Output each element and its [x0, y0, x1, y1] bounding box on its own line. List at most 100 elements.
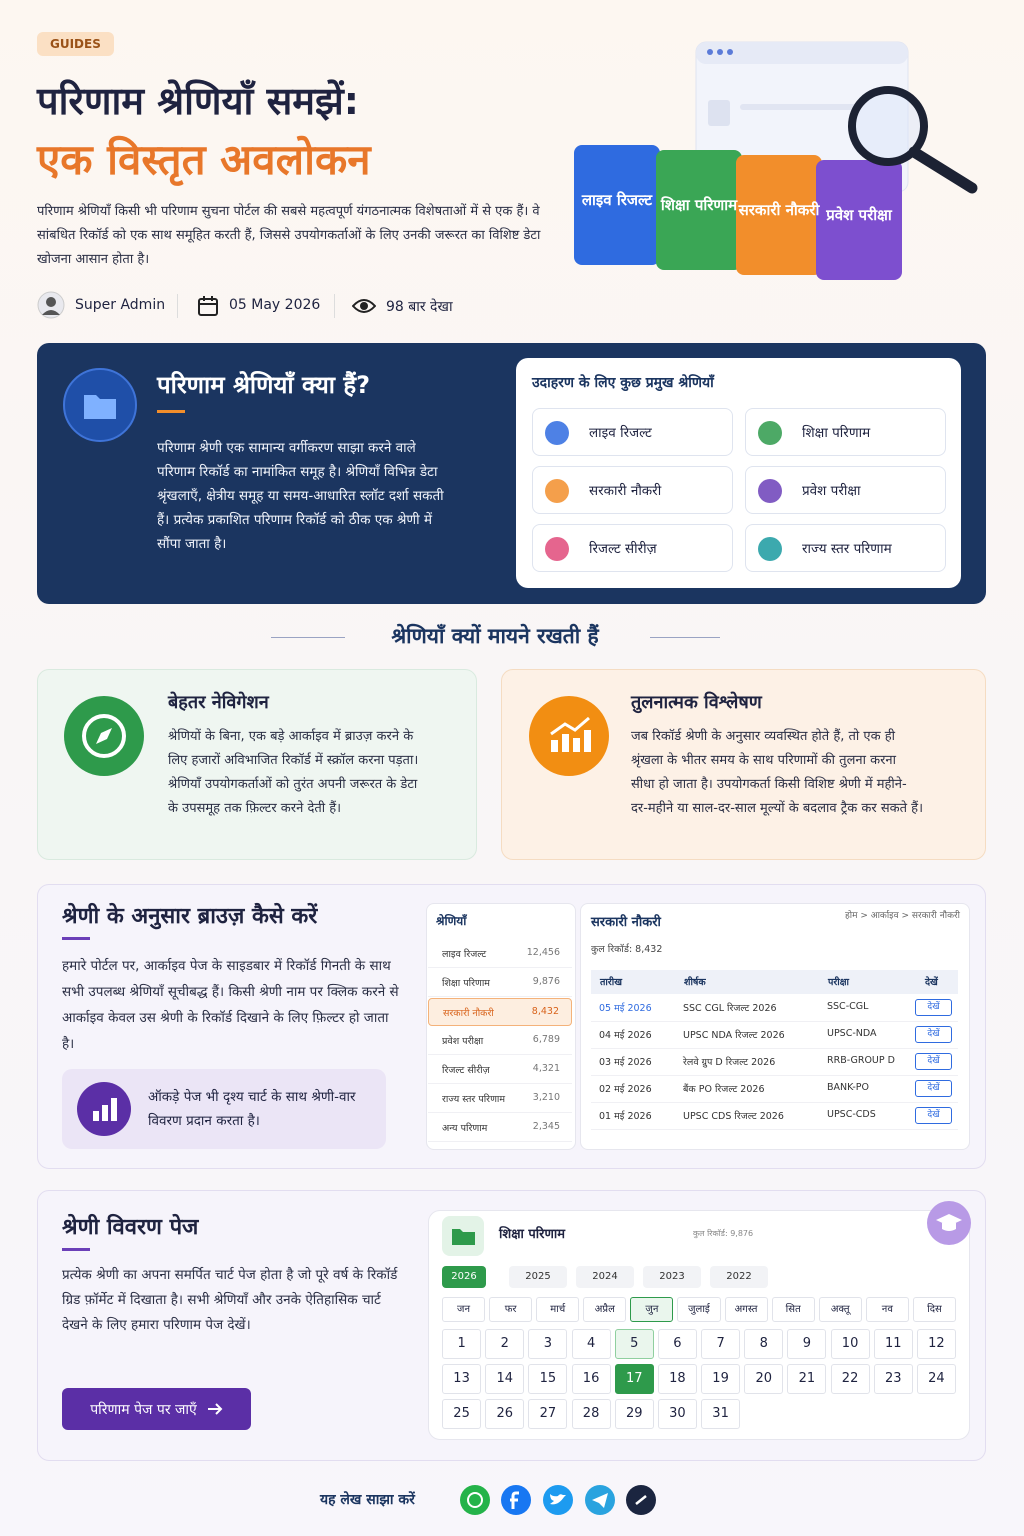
- author: Super Admin: [75, 297, 166, 313]
- month-tab[interactable]: अगस्त: [724, 1297, 768, 1322]
- day-cell[interactable]: 28: [571, 1399, 611, 1429]
- year-tab[interactable]: 2025: [509, 1266, 567, 1288]
- day-cell[interactable]: 31: [701, 1399, 741, 1429]
- day-cell[interactable]: 21: [787, 1364, 827, 1394]
- section-title: परिणाम श्रेणियाँ क्या हैं?: [157, 371, 370, 399]
- day-cell[interactable]: 18: [657, 1364, 697, 1394]
- cell: 01 मई 2026: [599, 1111, 652, 1122]
- month-tab[interactable]: जन: [442, 1297, 486, 1322]
- month-tab[interactable]: जुलाई: [677, 1297, 721, 1322]
- underline: [62, 937, 90, 940]
- sidebar-item[interactable]: रिजल्ट सीरीज़ 4,321: [428, 1056, 572, 1084]
- card-body: जब रिकॉर्ड श्रेणी के अनुसार व्यवस्थित हो…: [631, 729, 923, 816]
- example-chip[interactable]: प्रवेश परीक्षा: [745, 466, 946, 514]
- day-cell[interactable]: 13: [442, 1364, 482, 1394]
- day-cell[interactable]: 14: [485, 1364, 525, 1394]
- cta-button[interactable]: परिणाम पेज पर जाएँ: [62, 1388, 251, 1430]
- example-icon: [758, 537, 782, 561]
- row-divider: [591, 1075, 958, 1076]
- breadcrumb: होम > आर्काइव > सरकारी नौकरी: [844, 911, 960, 921]
- hero-illustration: [574, 41, 978, 280]
- sidebar-item[interactable]: अन्य परिणाम 2,345: [428, 1114, 572, 1142]
- month-tab[interactable]: नव: [865, 1297, 909, 1322]
- section-body: हमारे पोर्टल पर, आर्काइव पेज के साइडबार …: [62, 958, 399, 1052]
- example-icon: [758, 479, 782, 503]
- cell: SSC CGL रिजल्ट 2026: [683, 1003, 777, 1014]
- example-icon: [758, 421, 782, 445]
- example-chip[interactable]: रिजल्ट सीरीज़: [532, 524, 733, 572]
- compass-icon: [64, 696, 144, 776]
- day-cell[interactable]: 10: [830, 1329, 870, 1359]
- sidebar-name: अन्य परिणाम: [442, 1123, 488, 1134]
- folder-icon: [442, 1216, 484, 1256]
- note: ऑकड़े पेज भी दृश्य चार्ट के साथ श्रेणी-व…: [148, 1089, 356, 1129]
- month-tab[interactable]: दिस: [912, 1297, 956, 1322]
- day-cell[interactable]: 12: [916, 1329, 956, 1359]
- day-cell[interactable]: 2: [485, 1329, 525, 1359]
- day-cell[interactable]: 22: [830, 1364, 870, 1394]
- month-tab[interactable]: मार्च: [536, 1297, 580, 1322]
- year-tab[interactable]: 2024: [576, 1266, 634, 1288]
- view-button[interactable]: देखें: [915, 999, 952, 1016]
- sidebar-count: 9,876: [532, 976, 560, 987]
- day-cell[interactable]: 30: [657, 1399, 697, 1429]
- sidebar: [426, 903, 576, 1150]
- day-cell[interactable]: 7: [701, 1329, 741, 1359]
- day-cell[interactable]: 17: [614, 1364, 654, 1394]
- sidebar-name: सरकारी नौकरी: [443, 1008, 494, 1019]
- day-cell[interactable]: 26: [485, 1399, 525, 1429]
- sidebar-item[interactable]: शिक्षा परिणाम 9,876: [428, 969, 572, 997]
- day-cell[interactable]: 23: [873, 1364, 913, 1394]
- day-cell[interactable]: 20: [744, 1364, 784, 1394]
- cell: 03 मई 2026: [599, 1057, 652, 1068]
- month-tab[interactable]: अप्रैल: [583, 1297, 627, 1322]
- sidebar-item[interactable]: राज्य स्तर परिणाम 3,210: [428, 1085, 572, 1113]
- sidebar-item[interactable]: लाइव रिजल्ट 12,456: [428, 940, 572, 968]
- calendar-icon: [198, 296, 218, 316]
- month-tab[interactable]: फर: [489, 1297, 533, 1322]
- underline: [62, 1248, 90, 1251]
- eye-icon: [352, 299, 376, 313]
- day-cell[interactable]: 15: [528, 1364, 568, 1394]
- view-button[interactable]: देखें: [915, 1107, 952, 1124]
- year-tab[interactable]: 2026: [442, 1266, 486, 1288]
- row-divider: [591, 1129, 958, 1130]
- month-tab[interactable]: जुन: [630, 1297, 674, 1322]
- day-cell[interactable]: 5: [614, 1329, 654, 1359]
- day-cell[interactable]: 3: [528, 1329, 568, 1359]
- day-cell[interactable]: 9: [787, 1329, 827, 1359]
- day-cell[interactable]: 4: [571, 1329, 611, 1359]
- card-body: श्रेणियों के बिना, एक बड़े आर्काइव में ब…: [168, 729, 419, 816]
- cell: UPSC-CDS: [827, 1109, 876, 1120]
- view-button[interactable]: देखें: [915, 1053, 952, 1070]
- example-chip[interactable]: लाइव रिजल्ट: [532, 408, 733, 456]
- view-button[interactable]: देखें: [915, 1080, 952, 1097]
- sidebar-item[interactable]: प्रवेश परीक्षा 6,789: [428, 1027, 572, 1055]
- day-cell[interactable]: 25: [442, 1399, 482, 1429]
- day-cell[interactable]: 24: [916, 1364, 956, 1394]
- day-cell[interactable]: 16: [571, 1364, 611, 1394]
- sidebar-name: शिक्षा परिणाम: [442, 978, 490, 989]
- example-chip[interactable]: सरकारी नौकरी: [532, 466, 733, 514]
- sidebar-count: 3,210: [532, 1092, 560, 1103]
- divider: [334, 294, 335, 318]
- day-cell[interactable]: 27: [528, 1399, 568, 1429]
- day-cell[interactable]: 11: [873, 1329, 913, 1359]
- month-tab[interactable]: अक्तू: [818, 1297, 862, 1322]
- view-button[interactable]: देखें: [915, 1026, 952, 1043]
- month-tab[interactable]: सित: [771, 1297, 815, 1322]
- sidebar-count: 6,789: [532, 1034, 560, 1045]
- example-chip[interactable]: शिक्षा परिणाम: [745, 408, 946, 456]
- day-cell[interactable]: 1: [442, 1329, 482, 1359]
- card-title: बेहतर नेविगेशन: [168, 692, 269, 713]
- year-tab[interactable]: 2022: [710, 1266, 768, 1288]
- example-chip[interactable]: राज्य स्तर परिणाम: [745, 524, 946, 572]
- whatsapp[interactable]: [460, 1485, 490, 1515]
- day-cell[interactable]: 6: [657, 1329, 697, 1359]
- day-cell[interactable]: 19: [701, 1364, 741, 1394]
- year-tab[interactable]: 2023: [643, 1266, 701, 1288]
- day-cell[interactable]: 29: [614, 1399, 654, 1429]
- column-header: तारीख: [600, 977, 622, 988]
- day-cell[interactable]: 8: [744, 1329, 784, 1359]
- sidebar-item[interactable]: सरकारी नौकरी 8,432: [428, 998, 572, 1026]
